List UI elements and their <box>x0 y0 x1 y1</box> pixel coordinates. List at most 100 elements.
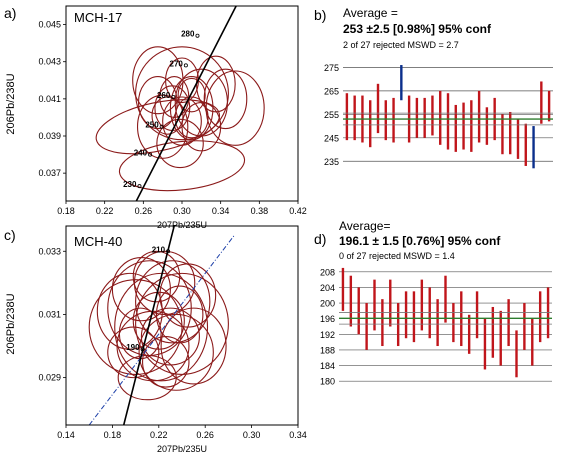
panel-d-weighted-average: d) Average=196.1 ± 1.5 [0.76%] 95% conf 0 … <box>314 219 552 387</box>
x-tick-label: 0.42 <box>289 206 307 216</box>
panel-label: d) <box>314 231 326 247</box>
concordia-age-label: 210 <box>152 245 166 254</box>
x-tick-label: 0.34 <box>289 430 307 440</box>
error-ellipse <box>111 257 171 322</box>
error-ellipse <box>155 285 204 344</box>
error-ellipse <box>114 272 209 382</box>
error-ellipse <box>174 96 209 139</box>
sample-title: MCH-17 <box>74 10 122 25</box>
plot-area: 230 240 250 260 270 280 <box>95 6 265 201</box>
concordia-age-label: 270 <box>170 59 184 68</box>
x-tick-label: 0.14 <box>57 430 75 440</box>
y-tick-label: 265 <box>324 86 339 96</box>
x-axis-label: 207Pb/235U <box>157 444 207 454</box>
x-tick-label: 0.18 <box>57 206 75 216</box>
error-ellipse <box>132 250 181 303</box>
y-tick-label: 180 <box>320 377 335 387</box>
x-tick-label: 0.18 <box>104 430 122 440</box>
rejection-note: 0 of 27 rejected MSWD = 1.4 <box>339 251 455 261</box>
x-tick-label: 0.30 <box>243 430 261 440</box>
x-tick-label: 0.38 <box>251 206 269 216</box>
error-ellipse <box>137 76 178 130</box>
error-ellipse <box>118 140 246 192</box>
panel-label: c) <box>4 227 16 243</box>
x-tick-label: 0.26 <box>196 430 214 440</box>
error-ellipse <box>96 272 163 350</box>
y-tick-label: 0.045 <box>38 20 61 30</box>
error-ellipse <box>107 326 160 379</box>
y-tick-label: 0.043 <box>38 57 61 67</box>
error-ellipse <box>156 118 204 169</box>
error-ellipse <box>88 279 183 376</box>
y-tick-label: 204 <box>320 283 335 293</box>
error-ellipse <box>203 68 248 130</box>
x-tick-label: 0.34 <box>212 206 230 216</box>
concordia-curve <box>122 226 176 425</box>
average-title: Average= <box>339 219 391 233</box>
concordia-age-marker <box>171 95 176 100</box>
x-tick-label: 0.22 <box>96 206 114 216</box>
concordia-age-marker <box>166 249 171 254</box>
panel-a-concordia: a) 230 240 250 260 270 280 MCH-17 0.18 0.22 0.26 0.… <box>4 5 307 230</box>
error-ellipse <box>132 291 185 350</box>
y-tick-label: 208 <box>320 267 335 277</box>
error-ellipse <box>142 336 190 388</box>
error-ellipse <box>169 76 214 141</box>
y-tick-label: 0.039 <box>38 131 61 141</box>
y-axis-label: 206Pb/238U <box>5 293 17 354</box>
panel-label: a) <box>4 5 16 21</box>
y-tick-label: 0.033 <box>38 246 61 256</box>
average-value: 196.1 ± 1.5 [0.76%] 95% conf <box>339 234 501 248</box>
plot-area: 190 210 <box>88 226 235 425</box>
x-axis-label: 207Pb/235U <box>157 220 207 230</box>
concordia-age-label: 280 <box>181 30 195 39</box>
error-ellipse <box>160 307 227 385</box>
plot-frame <box>65 225 299 426</box>
error-ellipse <box>181 102 222 152</box>
panel-c-concordia: c) 190 210 MCH-40 0.14 0.18 0.22 0.26 0.30 0.34 0.… <box>4 225 307 454</box>
x-tick-label: 0.22 <box>150 430 168 440</box>
y-tick-label: 0.037 <box>38 168 61 178</box>
panel-b-weighted-average: b) Average = 253 ±2.5 [0.98%] 95% conf 2 of… <box>314 6 553 169</box>
y-tick-label: 275 <box>324 63 339 73</box>
concordia-age-marker <box>148 152 153 157</box>
error-ellipse <box>136 94 189 159</box>
error-ellipse <box>162 96 202 146</box>
y-tick-label: 0.031 <box>38 309 61 319</box>
y-tick-label: 196 <box>320 314 335 324</box>
y-tick-label: 184 <box>320 361 335 371</box>
y-tick-label: 0.029 <box>38 373 61 383</box>
concordia-age-marker <box>137 184 142 189</box>
y-axis-label: 206Pb/238U <box>5 73 17 134</box>
error-ellipse <box>135 272 229 376</box>
concordia-curve <box>135 6 237 201</box>
y-tick-label: 235 <box>324 157 339 167</box>
concordia-age-label: 240 <box>134 149 148 158</box>
panel-label: b) <box>314 7 326 23</box>
rejection-note: 2 of 27 rejected MSWD = 2.7 <box>343 40 459 50</box>
sample-title: MCH-40 <box>74 234 122 249</box>
concordia-age-label: 260 <box>157 91 171 100</box>
concordia-age-marker <box>140 347 145 352</box>
concordia-age-label: 190 <box>126 343 140 352</box>
error-ellipse <box>174 68 228 137</box>
error-ellipse <box>151 96 184 135</box>
error-ellipse <box>135 260 211 344</box>
y-tick-label: 255 <box>324 110 339 120</box>
y-tick-label: 192 <box>320 330 335 340</box>
concordia-age-label: 250 <box>145 121 159 130</box>
y-tick-label: 200 <box>320 299 335 309</box>
x-tick-label: 0.26 <box>135 206 153 216</box>
concordia-age-marker <box>159 124 164 129</box>
y-tick-label: 0.041 <box>38 94 61 104</box>
error-ellipse <box>177 77 206 113</box>
error-ellipse <box>135 46 229 141</box>
concordia-age-label: 230 <box>123 180 137 189</box>
y-tick-label: 245 <box>324 133 339 143</box>
concordia-age-marker <box>183 63 188 68</box>
average-value: 253 ±2.5 [0.98%] 95% conf <box>343 22 492 36</box>
y-tick-label: 188 <box>320 345 335 355</box>
average-title: Average = <box>343 6 398 20</box>
concordia-age-marker <box>195 33 200 38</box>
